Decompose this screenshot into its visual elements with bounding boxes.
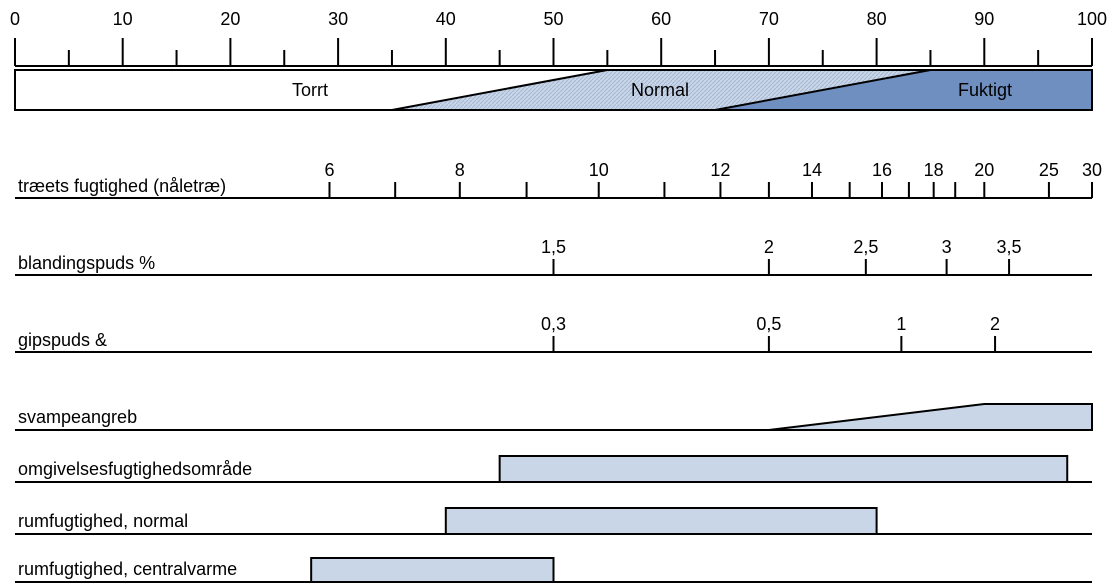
scale-tick-label: 20	[220, 9, 240, 29]
scale-tick-label: 10	[113, 9, 133, 29]
scale-tick-label: 100	[1077, 9, 1107, 29]
zone-label-fuktigt: Fuktigt	[958, 80, 1012, 100]
zone-boundary-line	[714, 69, 931, 111]
scale-tick-label: 60	[651, 9, 671, 29]
row-tick-label: 10	[589, 160, 609, 180]
scale-tick-label: 70	[759, 9, 779, 29]
row-tick-label: 30	[1082, 160, 1102, 180]
row-tick-label: 8	[455, 160, 465, 180]
zone-label-normal: Normal	[631, 80, 689, 100]
bar-row-label: svampeangreb	[18, 407, 137, 427]
scale-tick-label: 90	[974, 9, 994, 29]
bar-row-label: rumfugtighed, normal	[18, 511, 188, 531]
bar-range	[444, 507, 878, 535]
row-label: blandingspuds %	[18, 253, 155, 273]
bar-row-label: rumfugtighed, centralvarme	[18, 559, 237, 579]
row-tick-label: 0,5	[756, 314, 781, 334]
scale-tick-label: 0	[10, 9, 20, 29]
row-tick-label: 1,5	[541, 237, 566, 257]
zone-fuktigt-fill	[715, 70, 1092, 110]
zone-boundary-line	[391, 69, 608, 111]
row-tick-label: 2	[990, 314, 1000, 334]
row-tick-label: 2	[764, 237, 774, 257]
row-tick-label: 18	[924, 160, 944, 180]
row-tick-label: 20	[974, 160, 994, 180]
row-tick-label: 25	[1039, 160, 1059, 180]
bar-range	[498, 455, 1069, 483]
row-tick-label: 1	[896, 314, 906, 334]
row-tick-label: 3,5	[997, 237, 1022, 257]
row-tick-label: 14	[802, 160, 822, 180]
bar-range	[310, 557, 555, 583]
row-label: træets fugtighed (nåletræ)	[18, 176, 226, 196]
row-tick-label: 2,5	[853, 237, 878, 257]
zone-label-torrt: Torrt	[292, 80, 328, 100]
row-tick-label: 16	[872, 160, 892, 180]
scale-tick-label: 50	[543, 9, 563, 29]
zone-bar-outline	[14, 69, 1093, 111]
row-tick-label: 3	[942, 237, 952, 257]
scale-tick-label: 40	[436, 9, 456, 29]
row-tick-label: 6	[324, 160, 334, 180]
row-tick-label: 0,3	[541, 314, 566, 334]
zone-normal-fill	[391, 70, 931, 110]
bar-row-label: omgivelsesfugtighedsområde	[18, 459, 252, 479]
scale-tick-label: 80	[867, 9, 887, 29]
scale-tick-label: 30	[328, 9, 348, 29]
bar-wedge-svampeangreb	[768, 403, 1093, 431]
row-label: gipspuds &	[18, 330, 107, 350]
row-tick-label: 12	[710, 160, 730, 180]
